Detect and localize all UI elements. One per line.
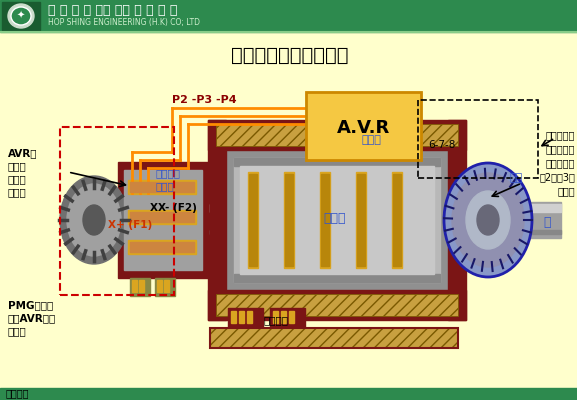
Bar bbox=[247, 311, 252, 323]
Bar bbox=[285, 174, 293, 266]
Bar bbox=[130, 278, 150, 296]
Bar bbox=[234, 158, 440, 166]
Text: 合 成 工 程 （香 港） 有 限 公 司: 合 成 工 程 （香 港） 有 限 公 司 bbox=[48, 4, 177, 16]
Ellipse shape bbox=[452, 173, 524, 267]
Bar bbox=[157, 280, 162, 292]
Text: P2 -P3 -P4: P2 -P3 -P4 bbox=[172, 95, 237, 105]
Bar bbox=[216, 294, 458, 316]
Ellipse shape bbox=[477, 205, 499, 235]
Text: 发电机基本结构和电路: 发电机基本结构和电路 bbox=[231, 46, 349, 64]
Bar bbox=[124, 170, 202, 270]
Bar bbox=[210, 328, 458, 348]
Text: A.V.R: A.V.R bbox=[338, 119, 391, 137]
Bar bbox=[60, 127, 174, 295]
Text: AVR输
出直流
电给励
磁定子: AVR输 出直流 电给励 磁定子 bbox=[8, 148, 38, 198]
Ellipse shape bbox=[466, 191, 510, 249]
Bar bbox=[392, 172, 402, 268]
Bar bbox=[228, 308, 263, 328]
Ellipse shape bbox=[67, 184, 121, 256]
Bar bbox=[130, 182, 194, 192]
Bar bbox=[210, 328, 458, 348]
Bar bbox=[130, 212, 194, 222]
Bar bbox=[128, 240, 196, 254]
Text: ✦: ✦ bbox=[17, 11, 25, 21]
Bar bbox=[466, 204, 561, 212]
Bar bbox=[62, 202, 208, 238]
Text: 从主定子来
的交流电源
和传感信号
（2相或3相
感应）: 从主定子来 的交流电源 和传感信号 （2相或3相 感应） bbox=[539, 130, 575, 196]
Bar bbox=[356, 172, 366, 268]
Bar bbox=[62, 230, 208, 234]
Bar bbox=[234, 158, 440, 282]
Ellipse shape bbox=[11, 7, 31, 25]
Text: 6-7-8: 6-7-8 bbox=[428, 140, 455, 150]
Ellipse shape bbox=[444, 163, 532, 277]
Bar bbox=[466, 202, 561, 238]
Bar bbox=[132, 280, 137, 292]
Bar bbox=[249, 174, 257, 266]
Text: 励磁转子
和定子: 励磁转子 和定子 bbox=[155, 168, 180, 191]
Bar bbox=[128, 180, 196, 194]
Text: 整流模块: 整流模块 bbox=[263, 315, 288, 325]
Bar bbox=[208, 120, 466, 150]
Bar bbox=[164, 280, 169, 292]
Bar bbox=[130, 242, 194, 252]
Bar bbox=[289, 311, 294, 323]
Text: 轴: 轴 bbox=[543, 216, 550, 228]
Text: 轴承: 轴承 bbox=[510, 173, 523, 183]
Bar bbox=[128, 210, 196, 224]
Bar bbox=[281, 311, 286, 323]
Bar bbox=[2, 2, 40, 30]
Text: PMG提供电
源给AVR（安
装时）: PMG提供电 源给AVR（安 装时） bbox=[8, 300, 56, 336]
Bar bbox=[321, 174, 329, 266]
Bar bbox=[448, 120, 466, 320]
Bar bbox=[62, 204, 208, 212]
Text: 主转子: 主转子 bbox=[324, 212, 346, 224]
Ellipse shape bbox=[8, 4, 34, 28]
Text: XX- (F2): XX- (F2) bbox=[150, 203, 197, 213]
Bar bbox=[208, 290, 466, 320]
Text: 主定子: 主定子 bbox=[362, 135, 382, 145]
Text: 内部培训: 内部培训 bbox=[6, 388, 29, 398]
Bar bbox=[216, 124, 458, 146]
Bar bbox=[320, 172, 330, 268]
Bar bbox=[306, 92, 421, 160]
Ellipse shape bbox=[83, 205, 105, 235]
Ellipse shape bbox=[60, 176, 128, 264]
Bar bbox=[306, 92, 421, 160]
Bar bbox=[118, 162, 208, 278]
Bar bbox=[226, 150, 448, 290]
Bar bbox=[139, 280, 144, 292]
Bar bbox=[208, 120, 226, 320]
Bar bbox=[0, 388, 577, 400]
Bar bbox=[239, 311, 244, 323]
Bar bbox=[357, 174, 365, 266]
Bar bbox=[466, 230, 561, 234]
Bar bbox=[240, 166, 434, 274]
Bar bbox=[418, 100, 538, 178]
Text: X+ (F1): X+ (F1) bbox=[108, 220, 152, 230]
Bar bbox=[234, 274, 440, 282]
Text: HOP SHING ENGINEERING (H.K) CO; LTD: HOP SHING ENGINEERING (H.K) CO; LTD bbox=[48, 18, 200, 28]
Bar bbox=[393, 174, 401, 266]
Bar bbox=[231, 311, 236, 323]
Bar bbox=[155, 278, 175, 296]
Bar bbox=[270, 308, 305, 328]
Bar bbox=[0, 0, 577, 32]
Bar bbox=[284, 172, 294, 268]
Bar bbox=[273, 311, 278, 323]
Bar bbox=[248, 172, 258, 268]
